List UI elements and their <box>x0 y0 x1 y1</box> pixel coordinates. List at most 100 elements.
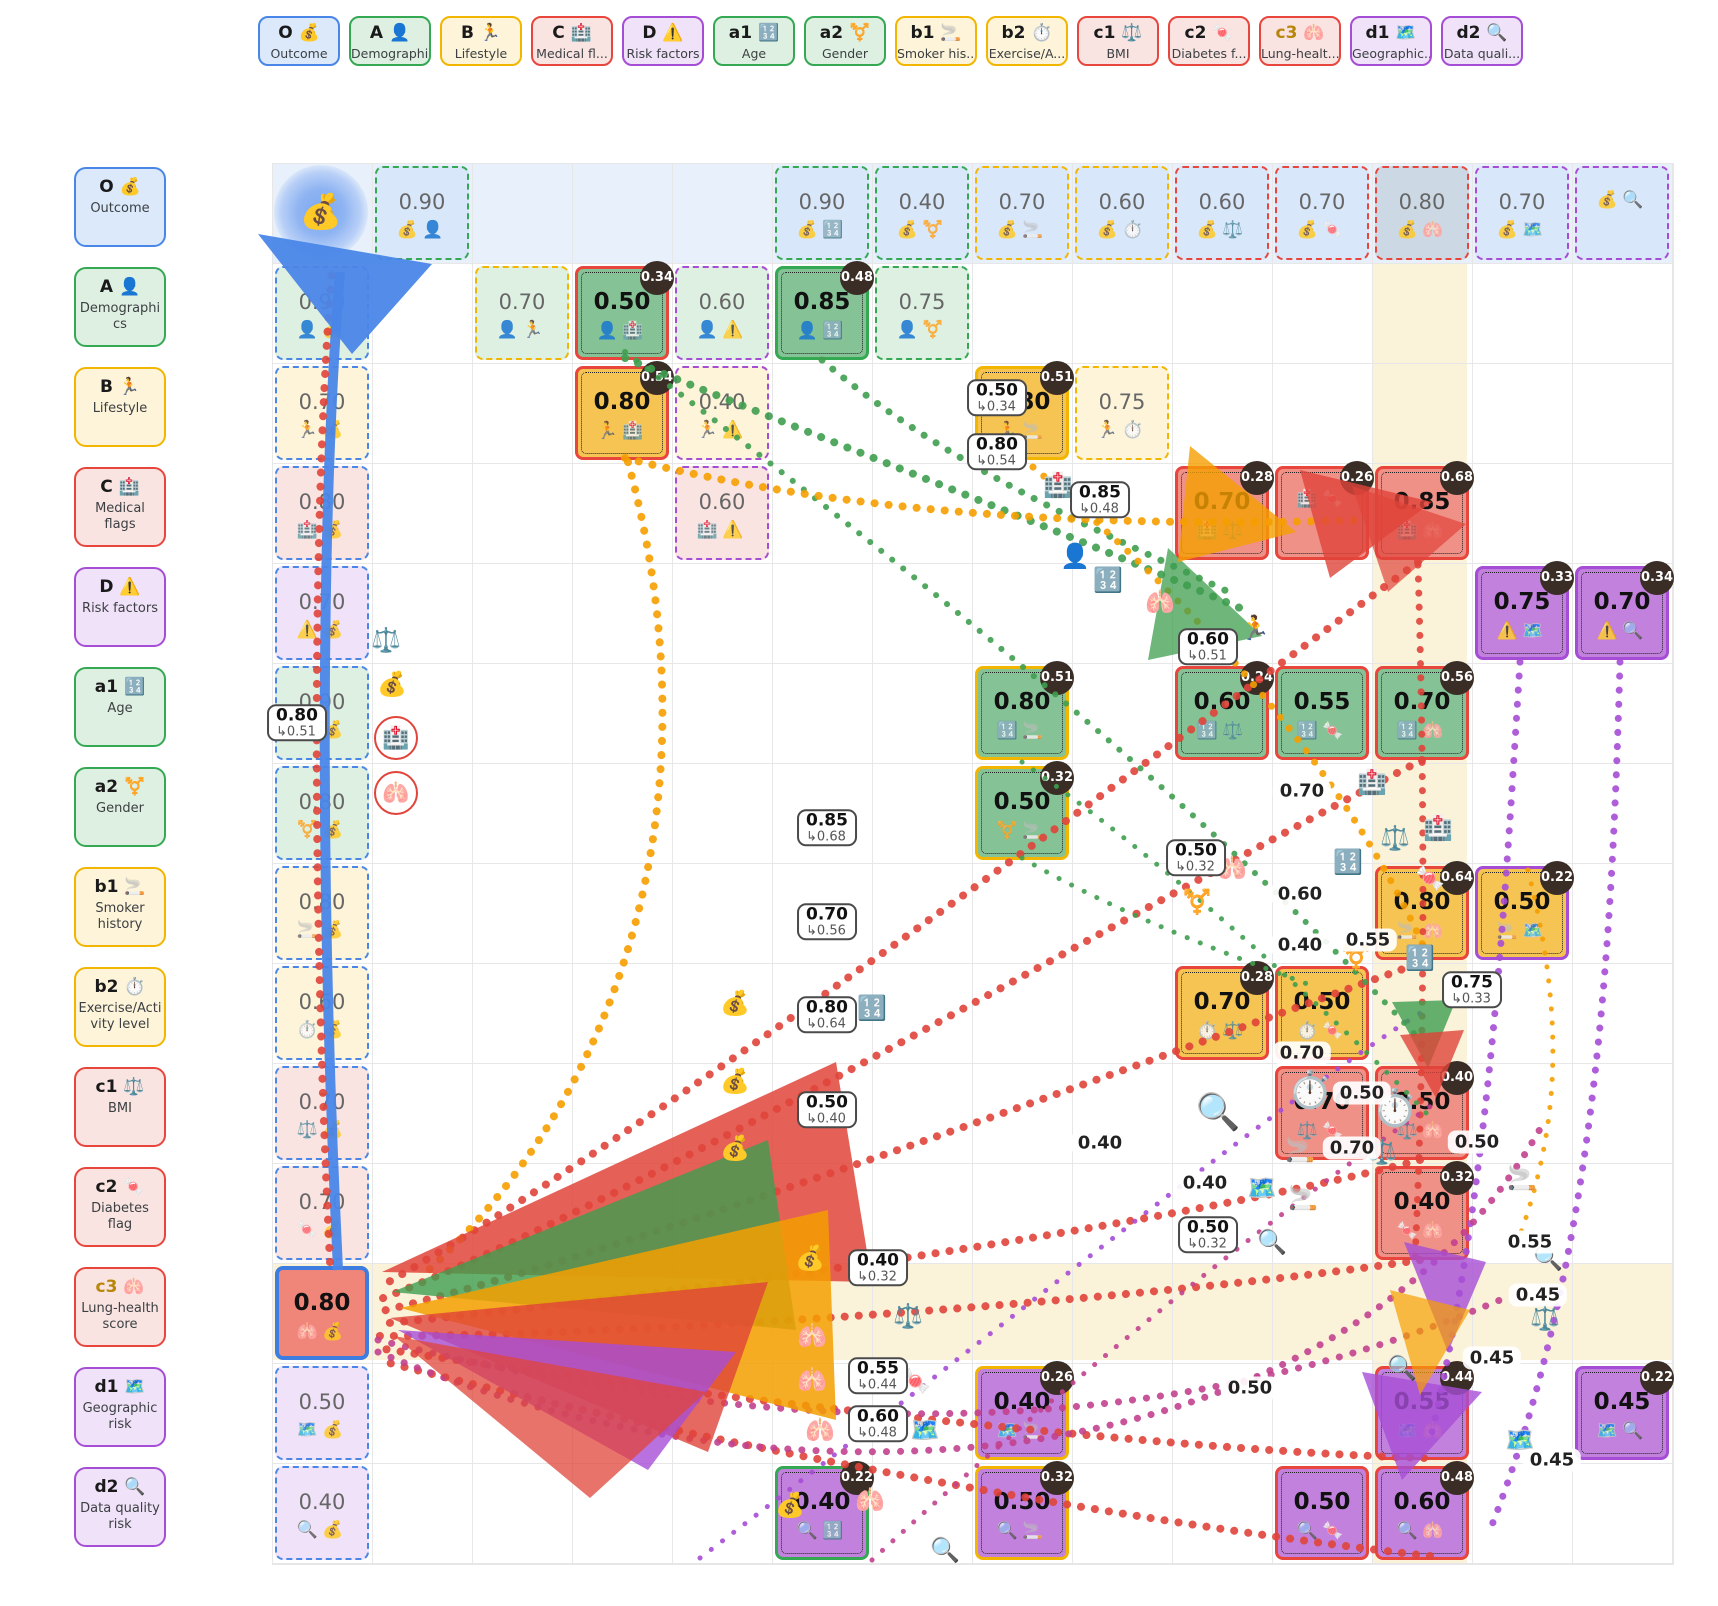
matrix-cell-C-c1[interactable]: 0.70 🏥⚖️ 0.28 <box>1175 461 1274 560</box>
matrix-cell-D-O[interactable]: 0.70 ⚠️💰 <box>275 566 369 660</box>
d2-icon: 🔍 <box>1622 190 1648 210</box>
row-header-c3[interactable]: c3 🫁 Lung-health score <box>74 1267 166 1347</box>
row-header-c1[interactable]: c1 ⚖️ BMI <box>74 1067 166 1147</box>
matrix-cell-d2-c3[interactable]: 0.60 🔍🫁 0.48 <box>1375 1461 1474 1560</box>
column-header-B[interactable]: B 🏃 Lifestyle <box>440 16 522 66</box>
matrix-cell-O-b1[interactable]: 0.70 💰🚬 <box>975 166 1069 260</box>
matrix-cell-B-C[interactable]: 0.80 🏃🏥 0.54 <box>575 361 674 460</box>
matrix-cell-A-a2[interactable]: 0.75 👤⚧️ <box>875 266 969 360</box>
d1-icon: 🗺️ <box>996 1421 1022 1441</box>
matrix-cell-d2-b1[interactable]: 0.50 🔍🚬 0.32 <box>975 1461 1074 1560</box>
column-header-d2[interactable]: d2 🔍 Data quali... <box>1441 16 1523 66</box>
matrix-cell-O-a2[interactable]: 0.40 💰⚧️ <box>875 166 969 260</box>
matrix-cell-C-c2[interactable]: 🏥🍬 0.26 <box>1275 461 1374 560</box>
c3-icon: 🫁 <box>1422 1521 1448 1541</box>
matrix-cell-c2-c3[interactable]: 0.40 🍬🫁 0.32 <box>1375 1161 1474 1260</box>
matrix-cell-d1-d2[interactable]: 0.45 🗺️🔍 0.22 <box>1575 1361 1674 1460</box>
matrix-cell-b1-O[interactable]: 0.80 🚬💰 <box>275 866 369 960</box>
matrix-cell-C-O[interactable]: 0.80 🏥💰 <box>275 466 369 560</box>
matrix-cell-O-a1[interactable]: 0.90 💰🔢 <box>775 166 869 260</box>
column-header-d1[interactable]: d1 🗺️ Geographic... <box>1350 16 1432 66</box>
row-header-a2[interactable]: a2 ⚧️ Gender <box>74 767 166 847</box>
a2-icon: ⚧️ <box>922 220 948 240</box>
matrix-cell-O-A[interactable]: 0.90 💰👤 <box>375 166 469 260</box>
cell-value: 0.80 <box>298 890 346 914</box>
row-header-a1[interactable]: a1 🔢 Age <box>74 667 166 747</box>
matrix-cell-A-a1[interactable]: 0.85 👤🔢 0.48 <box>775 261 874 360</box>
matrix-cell-d1-b1[interactable]: 0.40 🗺️🚬 0.26 <box>975 1361 1074 1460</box>
matrix-cell-A-O[interactable]: 0.90 👤💰 <box>275 266 369 360</box>
column-header-name: Diabetes f... <box>1171 46 1247 61</box>
row-header-A[interactable]: A 👤 Demographics <box>74 267 166 347</box>
column-header-A[interactable]: A 👤 Demographics <box>349 16 431 66</box>
column-header-b2[interactable]: b2 ⏱️ Exercise/A... <box>986 16 1068 66</box>
matrix-cell-O-c1[interactable]: 0.60 💰⚖️ <box>1175 166 1269 260</box>
matrix-cell-O-c3[interactable]: 0.80 💰🫁 <box>1375 166 1469 260</box>
matrix-cell-B-O[interactable]: 0.70 🏃💰 <box>275 366 369 460</box>
row-header-c2[interactable]: c2 🍬 Diabetes flag <box>74 1167 166 1247</box>
propagated-value-badge: 0.68 <box>1440 461 1474 495</box>
matrix-cell-a1-c2[interactable]: 0.55 🔢🍬 <box>1275 666 1369 760</box>
column-header-b1[interactable]: b1 🚬 Smoker his... <box>895 16 977 66</box>
matrix-cell-a2-b1[interactable]: 0.50 ⚧️🚬 0.32 <box>975 761 1074 860</box>
row-header-d2[interactable]: d2 🔍 Data quality risk <box>74 1467 166 1547</box>
matrix-cell-B-D[interactable]: 0.40 🏃⚠️ <box>675 366 769 460</box>
row-header-O[interactable]: O 💰 Outcome <box>74 167 166 247</box>
O-icon: 💰 <box>322 620 348 640</box>
matrix-cell-B-b2[interactable]: 0.75 🏃⏱️ <box>1075 366 1169 460</box>
D-icon: ⚠️ <box>296 620 322 640</box>
matrix-cell-b2-O[interactable]: 0.60 ⏱️💰 <box>275 966 369 1060</box>
row-header-name: Smoker history <box>95 901 145 933</box>
c3-icon: 🫁 <box>1422 1121 1448 1141</box>
row-header-C[interactable]: C 🏥 Medical flags <box>74 467 166 547</box>
row-header-d1[interactable]: d1 🗺️ Geographic risk <box>74 1367 166 1447</box>
matrix-cell-D-d1[interactable]: 0.75 ⚠️🗺️ 0.33 <box>1475 561 1574 660</box>
column-header-a2[interactable]: a2 ⚧️ Gender <box>804 16 886 66</box>
matrix-cell-b2-c1[interactable]: 0.70 ⏱️⚖️ 0.28 <box>1175 961 1274 1060</box>
column-header-c1[interactable]: c1 ⚖️ BMI <box>1077 16 1159 66</box>
origin-node-marker[interactable]: 💰 <box>274 165 368 259</box>
matrix-cell-A-C[interactable]: 0.50 👤🏥 0.34 <box>575 261 674 360</box>
matrix-cell-a1-c1[interactable]: 0.60 🔢⚖️ 0.24 <box>1175 661 1274 760</box>
column-header-C[interactable]: C 🏥 Medical fl... <box>531 16 613 66</box>
column-header-a1[interactable]: a1 🔢 Age <box>713 16 795 66</box>
matrix-cell-b1-d1[interactable]: 0.50 🚬🗺️ 0.22 <box>1475 861 1574 960</box>
A-icon: 👤 <box>696 320 722 340</box>
matrix-cell-c1-O[interactable]: 0.70 ⚖️💰 <box>275 1066 369 1160</box>
cell-value: 0.70 <box>298 1090 346 1114</box>
d2-icon: 🔍 <box>1486 23 1508 43</box>
matrix-cell-a2-O[interactable]: 0.80 ⚧️💰 <box>275 766 369 860</box>
row-header-B[interactable]: B 🏃 Lifestyle <box>74 367 166 447</box>
matrix-cell-O-b2[interactable]: 0.60 💰⏱️ <box>1075 166 1169 260</box>
matrix-cell-D-d2[interactable]: 0.70 ⚠️🔍 0.34 <box>1575 561 1674 660</box>
matrix-cell-d1-O[interactable]: 0.50 🗺️💰 <box>275 1366 369 1460</box>
row-header-D[interactable]: D ⚠️ Risk factors <box>74 567 166 647</box>
matrix-cell-O-d2[interactable]: 💰🔍 <box>1575 166 1669 260</box>
column-header-c3[interactable]: c3 🫁 Lung-healt... <box>1259 16 1341 66</box>
matrix-cell-C-D[interactable]: 0.60 🏥⚠️ <box>675 466 769 560</box>
propagated-value-badge: 0.40 <box>1440 1061 1474 1095</box>
c3-icon: 🫁 <box>1422 921 1448 941</box>
column-header-D[interactable]: D ⚠️ Risk factors <box>622 16 704 66</box>
column-header-O[interactable]: O 💰 Outcome <box>258 16 340 66</box>
column-header-label: b2 ⏱️ <box>1001 23 1053 43</box>
matrix-cell-O-c2[interactable]: 0.70 💰🍬 <box>1275 166 1369 260</box>
row-header-label: c3 🫁 <box>95 1277 145 1297</box>
row-header-name: BMI <box>108 1101 132 1116</box>
B-icon: 🏃 <box>522 320 548 340</box>
matrix-cell-a1-c3[interactable]: 0.70 🔢🫁 0.56 <box>1375 661 1474 760</box>
row-header-b1[interactable]: b1 🚬 Smoker history <box>74 867 166 947</box>
row-header-b2[interactable]: b2 ⏱️ Exercise/Activity level <box>74 967 166 1047</box>
matrix-cell-d2-c2[interactable]: 0.50 🔍🍬 <box>1275 1466 1369 1560</box>
matrix-cell-c2-O[interactable]: 0.70 🍬💰 <box>275 1166 369 1260</box>
matrix-cell-d2-O[interactable]: 0.40 🔍💰 <box>275 1466 369 1560</box>
matrix-cell-c3-O[interactable]: 0.80 🫁💰 <box>275 1266 369 1360</box>
matrix-cell-A-B[interactable]: 0.70 👤🏃 <box>475 266 569 360</box>
matrix-cell-O-d1[interactable]: 0.70 💰🗺️ <box>1475 166 1569 260</box>
matrix-cell-a1-b1[interactable]: 0.80 🔢🚬 0.51 <box>975 661 1074 760</box>
matrix-cell-A-D[interactable]: 0.60 👤⚠️ <box>675 266 769 360</box>
matrix-cell-C-c3[interactable]: 0.85 🏥🫁 0.68 <box>1375 461 1474 560</box>
column-header-label: d2 🔍 <box>1456 23 1508 43</box>
column-header-c2[interactable]: c2 🍬 Diabetes f... <box>1168 16 1250 66</box>
row-header-name: Data quality risk <box>80 1501 160 1533</box>
